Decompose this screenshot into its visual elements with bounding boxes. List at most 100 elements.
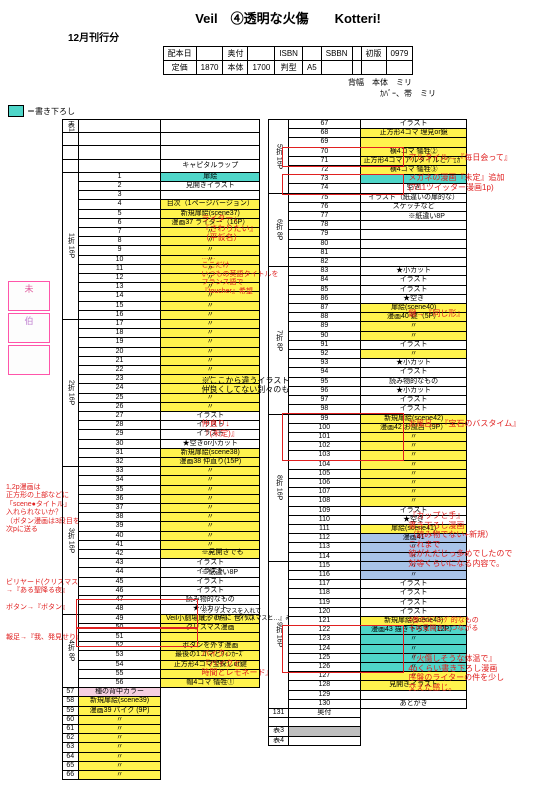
page-number: 106	[288, 478, 360, 487]
page-content: ★小カット	[360, 267, 466, 276]
page-number: 26	[78, 402, 160, 411]
page-number: 107	[288, 488, 360, 497]
page-number: 83	[288, 267, 360, 276]
page-content: 〃	[360, 442, 466, 451]
page-number: 69	[288, 138, 360, 147]
info-cell	[386, 61, 413, 75]
page-content: 〃	[78, 752, 160, 761]
page-content: 〃	[161, 531, 260, 540]
section-label: 3折 16P	[62, 467, 78, 614]
page-number: 95	[288, 377, 360, 386]
page-content: キャピタルラップ	[161, 159, 260, 172]
page-content: イラスト	[161, 559, 260, 568]
page-number: 6	[78, 218, 160, 227]
page-number: 91	[288, 340, 360, 349]
section-label: 7折 8P	[269, 267, 288, 414]
page-content: 〃	[360, 469, 466, 478]
page-number: 12	[78, 273, 160, 282]
page-number: 90	[288, 331, 360, 340]
page-content: 〃	[161, 522, 260, 531]
annotation: ※紙違い8P	[202, 569, 239, 577]
page-number: 44	[78, 568, 160, 577]
page-number: 96	[288, 386, 360, 395]
page-number: 79	[288, 230, 360, 239]
section-label: 6折 8P	[269, 193, 288, 267]
page-number: 122	[288, 626, 360, 635]
page-content: 〃	[161, 513, 260, 522]
page-content: イラスト（紙違いの扉的な）	[360, 193, 466, 202]
page-content: ★小カット	[360, 359, 466, 368]
page-content: ★空き	[360, 294, 466, 303]
info-cell: ISBN	[275, 47, 303, 61]
page-number: 8	[78, 237, 160, 246]
page-content	[360, 239, 466, 248]
page-content: 目次（1ページバージョン）	[161, 200, 260, 209]
page-number: 16	[78, 310, 160, 319]
annotation: ライター↓ 『さわりたい』 （平仮名）	[202, 214, 258, 243]
info-cell	[321, 61, 352, 75]
page-content: 正方形4コマ 理見or鏡	[360, 129, 466, 138]
annotation: バイク↓ 『バイクと 時間とレモネード』	[202, 649, 274, 678]
page-number: 30	[78, 439, 160, 448]
annotation: ボタン→『ボタン』	[6, 604, 69, 612]
page-content	[360, 258, 466, 267]
page-number: 110	[288, 515, 360, 524]
annotation: 『火傷しそうな体温で』 4pくらい書き下ろし漫画 序盤のライターの件を少し 交え…	[408, 654, 504, 692]
page-content: 読み物的なもの	[161, 596, 260, 605]
page-content: 〃	[161, 485, 260, 494]
page-content: 〃	[161, 402, 260, 411]
page-number: 41	[78, 540, 160, 549]
page-content: クリスマス漫画	[161, 623, 260, 632]
legend: ＝書き下ろし	[8, 105, 560, 117]
page-content	[360, 221, 466, 230]
page-content: イラスト	[360, 396, 466, 405]
page-number: 67	[288, 120, 360, 129]
annotation: 『カップと手』 書き下ろし漫画 （読み物でない+新規） これまで 彼がただじっ多…	[408, 511, 512, 569]
page-content	[360, 248, 466, 257]
page-content: 〃	[78, 761, 160, 770]
info-cell: 配本日	[163, 47, 196, 61]
section-label: 4折 8P	[62, 614, 78, 688]
page-number: 3	[78, 191, 160, 200]
annotation: ※見開きでも	[202, 549, 244, 557]
page-content: 〃	[360, 478, 466, 487]
section-label: 1折 16P	[62, 172, 78, 319]
page-content: 〃	[161, 356, 260, 365]
page-content: 〃	[78, 770, 160, 779]
legend-label: ＝書き下ろし	[27, 106, 75, 117]
page-content: イラスト	[360, 580, 466, 589]
page-number: 28	[78, 421, 160, 430]
page-number: 68	[288, 129, 360, 138]
page-content: 〃	[360, 331, 466, 340]
page-number: 124	[288, 644, 360, 653]
info-cell: 0979	[386, 47, 413, 61]
page-content	[360, 230, 466, 239]
page-number: 64	[62, 752, 78, 761]
legend-swatch	[8, 105, 24, 117]
page-number: 87	[288, 304, 360, 313]
page-content: 〃	[360, 570, 466, 579]
page-number: 31	[78, 448, 160, 457]
page-number: 22	[78, 366, 160, 375]
page-number: 5	[78, 209, 160, 218]
page-content: イラスト	[360, 607, 466, 616]
page-number: 24	[78, 384, 160, 393]
page-number: 35	[78, 485, 160, 494]
page-content: 〃	[161, 504, 260, 513]
page-number: 75	[288, 193, 360, 202]
page-number: 9	[78, 246, 160, 255]
info-cell	[361, 61, 386, 75]
page-number: 42	[78, 550, 160, 559]
page-content	[161, 120, 260, 133]
page-content: イラスト	[360, 368, 466, 377]
page-number: 109	[288, 506, 360, 515]
page-number: 32	[78, 458, 160, 467]
page-content: 〃	[78, 734, 160, 743]
page-content: 〃	[360, 497, 466, 506]
page-number: 76	[288, 202, 360, 211]
page-content: イラスト	[360, 340, 466, 349]
annotation: お風呂→『宝石のバスタイム』	[408, 419, 520, 429]
page-number: 66	[62, 770, 78, 779]
page-number: 48	[78, 605, 160, 614]
page-number: 93	[288, 359, 360, 368]
